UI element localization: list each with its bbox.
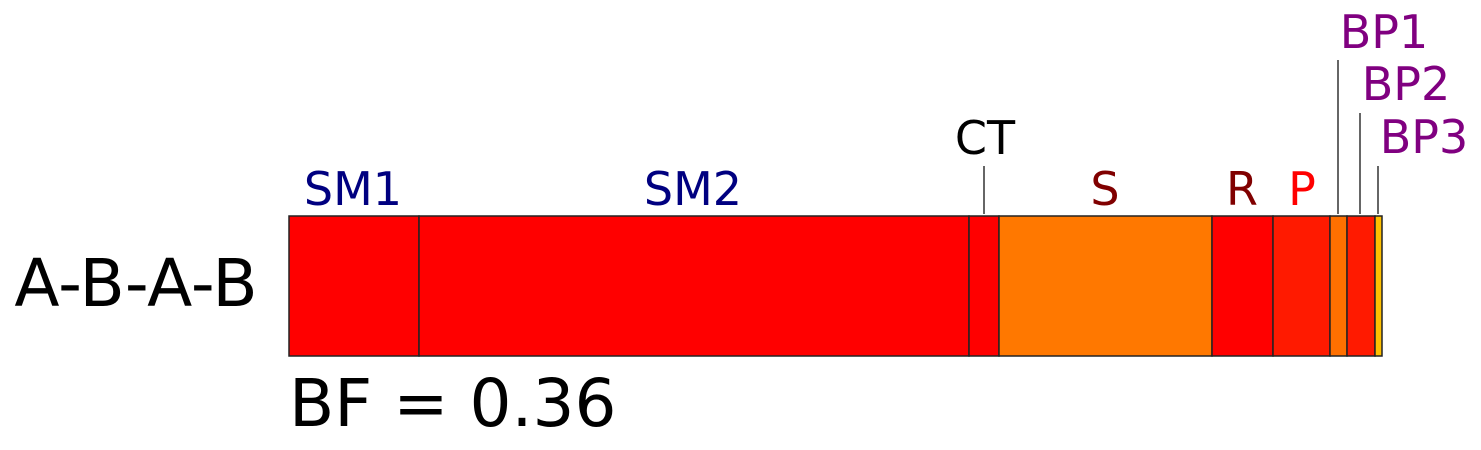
label-ct: CT (955, 111, 1016, 165)
segment-p (1272, 215, 1331, 357)
segment-bp3 (1374, 215, 1383, 357)
label-r: R (1226, 162, 1258, 216)
row-label: A-B-A-B (14, 245, 257, 322)
label-bp3: BP3 (1380, 110, 1469, 164)
label-bp1: BP1 (1340, 5, 1429, 59)
segment-bp2 (1346, 215, 1376, 357)
segment-s (998, 215, 1213, 357)
label-sm2: SM2 (644, 162, 742, 216)
segment-ct (968, 215, 1000, 357)
bf-value: BF = 0.36 (289, 365, 616, 442)
label-bp2: BP2 (1362, 57, 1451, 111)
segment-bp1 (1329, 215, 1348, 357)
segment-r (1211, 215, 1274, 357)
segment-sm1 (288, 215, 420, 357)
bar (288, 215, 1383, 357)
segment-sm2 (418, 215, 970, 357)
label-s: S (1090, 162, 1119, 216)
label-sm1: SM1 (304, 162, 402, 216)
label-p: P (1288, 162, 1316, 216)
